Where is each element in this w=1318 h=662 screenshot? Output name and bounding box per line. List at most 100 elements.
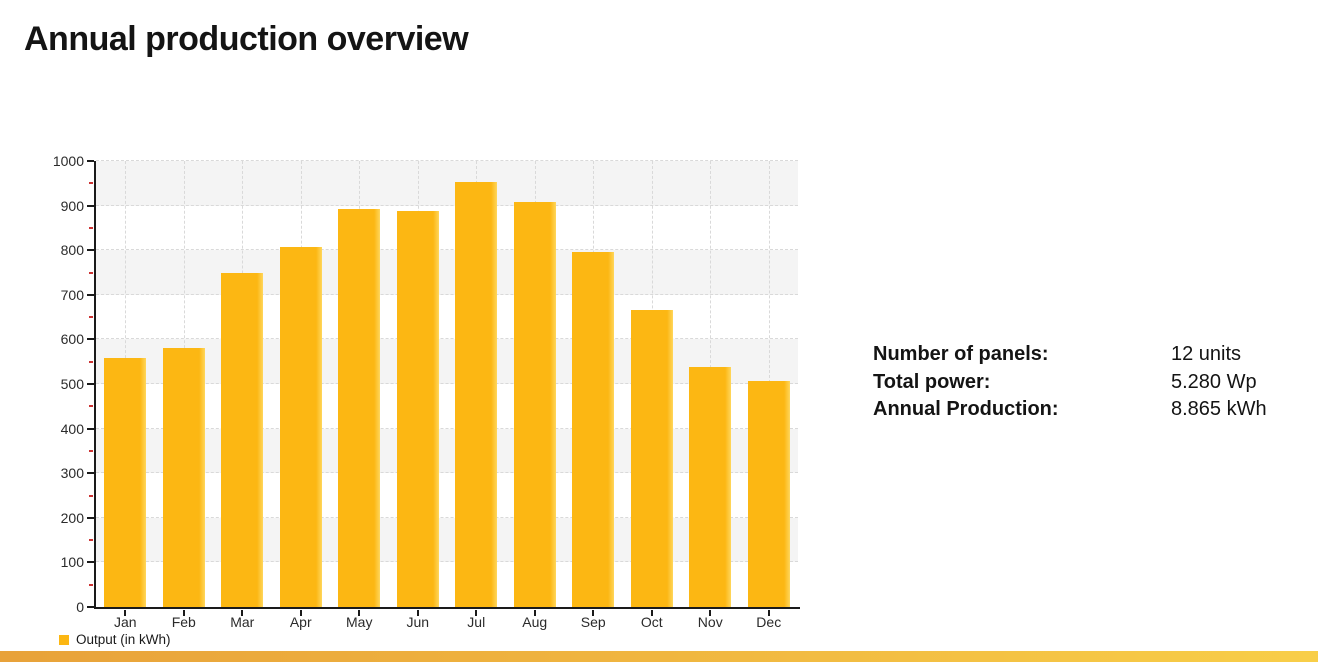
y-minor-tick [89,539,93,542]
gridline-horizontal [96,427,798,429]
y-tick [87,293,94,296]
x-tick-label: Jul [467,614,486,630]
y-axis [94,161,96,609]
info-row-power: Total power: 5.280 Wp [873,369,1267,397]
gridline-horizontal [96,160,798,161]
info-panel: Number of panels: 12 units Total power: … [873,341,1267,424]
gridline-horizontal [96,338,798,340]
x-tick [299,610,302,616]
y-tick-label: 100 [60,554,84,571]
bar-nov [689,366,732,607]
gridline-horizontal [96,293,798,295]
y-minor-tick [89,182,93,185]
bar-apr [279,246,322,607]
y-tick-label: 0 [76,599,84,615]
production-label: Annual Production: [873,398,1059,420]
background-band [96,517,798,563]
power-label: Total power: [873,370,991,393]
power-value: 5.280 Wp [1171,370,1257,393]
x-tick [182,610,185,616]
bar-jun [396,210,439,607]
y-tick-label: 300 [60,465,84,482]
x-tick-label: Oct [640,614,663,630]
x-tick-label: Mar [230,614,255,630]
x-tick [416,610,419,616]
production-value: 8.865 kWh [1171,398,1267,420]
x-tick [124,610,127,616]
gridline-horizontal [96,516,798,518]
bar-oct [630,309,673,607]
gridline-horizontal [96,204,798,206]
x-tick [767,610,770,616]
y-minor-tick [89,405,93,408]
panels-value: 12 units [1171,343,1242,365]
y-tick-label: 800 [60,242,84,259]
background-band [96,161,798,206]
y-minor-tick [89,494,93,497]
y-tick [87,606,94,608]
y-tick-label: 400 [60,420,84,437]
background-band [96,250,798,295]
y-tick-label: 200 [60,509,84,526]
legend-label: Output (in kWh) [76,632,171,647]
bar-sep [572,251,615,607]
y-tick-label: 900 [60,197,84,214]
x-tick-label: Sep [580,614,606,630]
x-tick [650,610,653,616]
x-tick [533,610,536,616]
y-tick-label: 1000 [52,153,84,169]
y-tick-label: 600 [60,331,84,348]
x-tick-label: Dec [756,614,782,630]
background-band [96,428,798,474]
panels-label: Number of panels: [873,343,1049,365]
x-tick [709,610,712,616]
x-tick-label: Apr [289,614,312,630]
y-tick-label: 500 [60,376,84,392]
y-minor-tick [89,316,93,319]
y-tick-label: 700 [60,286,84,303]
gridline-horizontal [96,561,798,563]
y-tick [87,160,94,162]
y-tick [87,472,94,475]
bar-may [338,209,381,607]
x-tick [475,610,478,616]
x-axis [94,607,800,609]
info-row-panels: Number of panels: 12 units [873,341,1267,369]
bar-jul [455,182,498,607]
y-tick [87,561,94,564]
x-tick-label: Nov [697,614,723,630]
gridline-horizontal [96,472,798,474]
y-tick [87,204,94,207]
bar-jan [104,358,147,607]
y-tick [87,427,94,430]
plot-area: 0 100 200 300 400 500 600 700 800 900 1000 Jan Feb Ma… [53,153,800,630]
y-tick [87,383,94,385]
y-tick [87,338,94,341]
y-tick [87,516,94,519]
y-tick [87,249,94,252]
y-minor-tick [89,449,93,452]
x-tick-label: Jan [113,614,137,630]
page-title: Annual production overview [24,20,469,58]
x-tick-label: Jun [406,614,430,630]
x-tick-label: May [346,614,373,630]
y-minor-tick [89,360,93,363]
bottom-accent-bar [0,651,1318,662]
gridline-horizontal [96,383,798,384]
x-tick [592,610,595,616]
background-band [96,339,798,384]
bar-dec [747,380,790,607]
legend-swatch-output [59,634,69,645]
x-tick-label: Aug [522,614,548,630]
bar-aug [513,201,556,607]
x-tick [241,610,244,616]
y-minor-tick [89,583,93,586]
gridline-horizontal [96,249,798,251]
info-row-production: Annual Production: 8.865 kWh [873,396,1267,424]
bar-mar [221,273,264,607]
x-tick-label: Feb [171,614,196,630]
x-tick [358,610,361,616]
y-minor-tick [89,226,93,229]
legend: Output (in kWh) [59,632,171,647]
y-minor-tick [89,271,93,274]
